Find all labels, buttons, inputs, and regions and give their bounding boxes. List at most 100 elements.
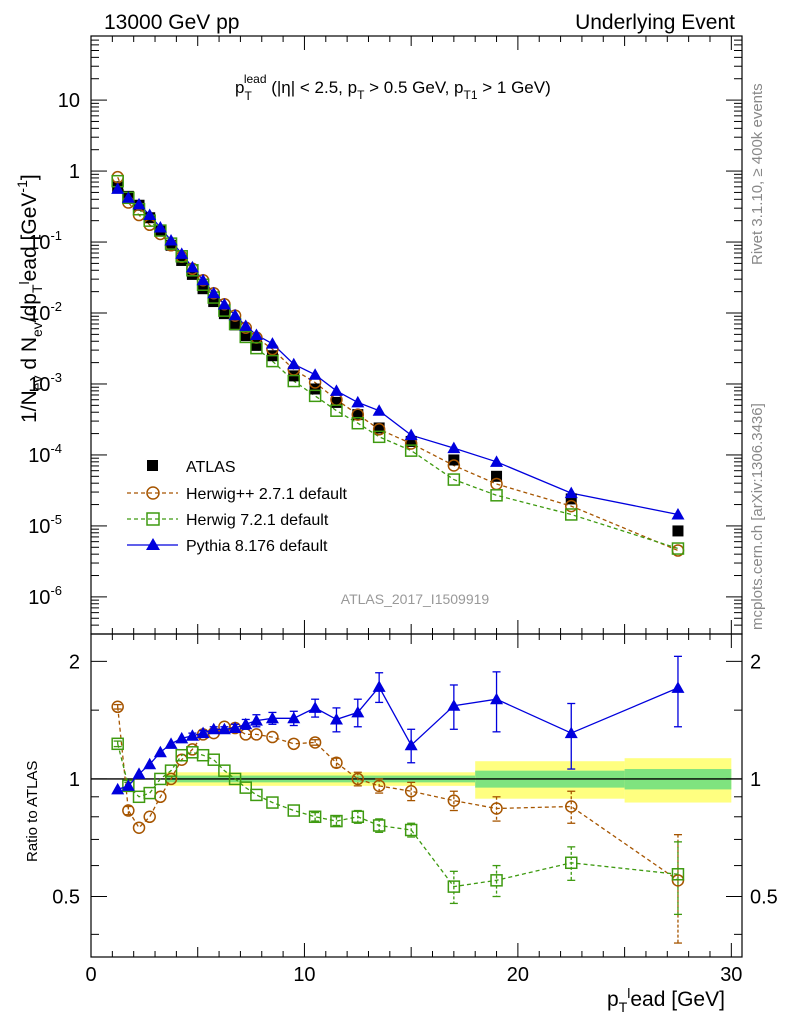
ratio-point-herwigpp-18 [351,772,365,786]
ratio-point-pythia-19 [372,680,386,692]
y-ratio-tick-label-right-1: 1 [750,769,761,791]
top-point-herwigpp-23 [564,499,578,513]
top-point-herwig7-20 [404,444,418,457]
ratio-point-herwig7-3 [143,786,156,800]
ratio-point-herwig7-24 [671,868,685,881]
y-top-tick-label--5: 10-5 [28,512,62,538]
ratio-point-herwigpp-14 [266,730,279,744]
top-point-herwigpp-21 [447,459,461,472]
y-top-tick-label--1: 10-1 [28,228,62,254]
y-top-tick-label-0: 1 [69,161,80,183]
ratio-point-herwigpp-3 [143,810,156,824]
top-point-atlas-11 [229,319,241,331]
ratio-point-pythia-16 [308,701,322,713]
top-point-pythia-15 [287,357,301,370]
legend-label-atlas: ATLAS [186,459,236,476]
ratio-point-herwigpp-1 [122,804,135,817]
top-point-atlas-9 [208,296,220,308]
top-point-pythia-21 [447,441,461,454]
top-point-pythia-2 [132,197,146,210]
legend-marker-pythia [146,538,160,550]
top-point-pythia-5 [164,234,178,246]
ratio-point-pythia-6 [175,731,189,744]
top-point-pythia-14 [265,337,279,349]
ratio-point-pythia-10 [217,722,231,735]
ratio-point-herwig7-20 [404,823,418,837]
ratio-point-pythia-7 [185,729,199,741]
ratio-point-herwig7-22 [490,874,503,887]
ratio-point-pythia-11 [228,721,242,734]
ratio-point-herwigpp-17 [330,756,343,770]
legend: ATLAS Herwig++ 2.7.1 default Herwig 7.2.… [127,459,348,555]
top-point-pythia-13 [249,328,263,340]
top-point-pythia-12 [239,319,253,331]
top-point-herwig7-22 [490,489,503,502]
ratio-point-pythia-2 [132,767,146,779]
top-point-herwigpp-18 [351,408,365,421]
ratio-point-pythia-22 [490,692,504,705]
ratio-point-pythia-5 [164,737,178,749]
x-axis-label: pTlead [GeV] [607,985,725,1015]
top-point-pythia-6 [175,247,189,259]
ratio-point-pythia-15 [287,711,301,724]
ratio-point-herwigpp-23 [564,800,578,813]
top-point-atlas-8 [197,283,209,295]
top-point-pythia-20 [404,428,418,441]
top-point-pythia-17 [329,384,343,396]
ratio-point-herwig7-13 [250,788,263,802]
top-point-herwig7-23 [564,508,578,521]
ratio-line-herwig7 [117,743,679,888]
top-point-pythia-7 [185,260,199,273]
ratio-data-layer [111,655,685,944]
top-point-herwig7-16 [308,389,322,403]
top-point-pythia-10 [217,297,231,310]
mcplots-ref: mcplots.cern.ch [arXiv:1306.3436] [749,403,766,630]
y-ratio-tick-label-right-0.5: 0.5 [750,887,778,909]
ratio-point-herwig7-11 [228,772,242,786]
top-point-atlas-16 [309,383,321,395]
ratio-point-pythia-3 [143,757,157,770]
top-point-pythia-8 [196,273,210,286]
top-point-herwig7-13 [250,341,263,355]
top-point-pythia-1 [121,191,135,203]
top-point-herwig7-24 [671,542,685,555]
top-point-pythia-0 [111,182,125,194]
ratio-point-pythia-8 [196,726,210,739]
top-point-atlas-19 [373,422,385,434]
legend-label-herwigpp: Herwig++ 2.7.1 default [186,486,348,503]
legend-marker-herwig7 [146,512,160,526]
ratio-point-herwig7-4 [154,772,167,786]
top-point-atlas-6 [176,254,188,266]
ratio-line-herwigpp [117,706,679,881]
top-point-pythia-16 [308,368,322,380]
ratio-point-herwig7-19 [372,819,386,832]
top-point-herwig7-18 [351,416,365,430]
top-point-herwig7-21 [447,473,461,486]
top-point-herwig7-19 [372,430,386,444]
ratio-point-pythia-0 [111,782,125,795]
ratio-point-herwig7-15 [287,804,301,817]
ratio-point-pythia-13 [249,714,263,726]
top-point-herwig7-12 [239,330,252,344]
legend-marker-herwigpp [146,486,160,500]
legend-label-herwig7: Herwig 7.2.1 default [186,512,329,529]
ratio-point-herwig7-21 [447,880,461,893]
y-ratio-tick-label-right-2: 2 [750,651,761,673]
y-ratio-tick-label-2: 2 [69,651,80,673]
uncertainty-band [91,758,742,803]
top-point-atlas-18 [352,409,364,421]
ratio-point-herwig7-18 [351,810,365,824]
ratio-point-pythia-21 [447,699,461,711]
top-point-atlas-17 [330,396,342,408]
y-ratio-tick-label-0.5: 0.5 [52,887,80,909]
ratio-point-herwigpp-21 [447,794,461,807]
ratio-point-pythia-24 [671,681,685,693]
y-top-tick-label--6: 10-6 [28,583,62,609]
legend-entry-pythia: Pythia 8.176 default [127,538,328,555]
ratio-point-pythia-12 [239,717,253,730]
ratio-point-pythia-23 [564,726,578,739]
top-point-atlas-12 [240,330,252,342]
y-top-tick-label--2: 10-2 [28,299,62,325]
analysis-id: ATLAS_2017_I1509919 [341,591,490,607]
ratio-point-herwig7-9 [207,753,220,766]
